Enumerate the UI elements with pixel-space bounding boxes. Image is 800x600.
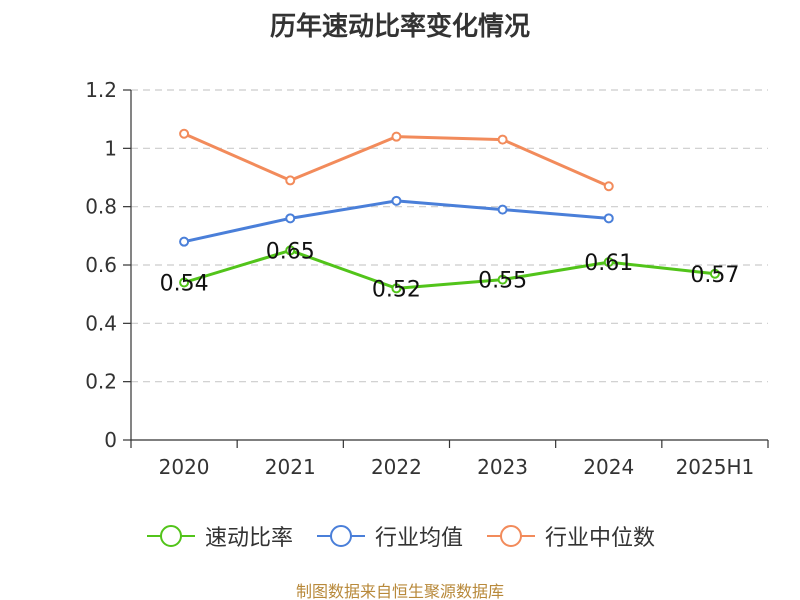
data-point-industry-median [179,128,190,139]
data-point-industry-median [285,175,296,186]
series-line-quick-ratio [183,248,716,290]
data-label: 0.55 [478,269,527,294]
y-tick-label: 0.6 [85,253,117,277]
legend-label-quick-ratio: 速动比率 [204,526,293,551]
data-label: 0.54 [160,272,209,297]
legend-item-industry-median[interactable]: 行业中位数 [485,520,655,552]
data-point-quick-ratio [179,277,190,288]
chart-legend: 速动比率 行业均值 行业中位数 [0,520,800,552]
y-tick-label: 1.2 [85,78,117,102]
data-point-industry-mean [497,204,508,215]
y-tick-label: 1 [104,136,117,160]
x-tick-label: 2021 [265,455,316,479]
legend-swatch-industry-mean-icon [316,525,365,547]
legend-label-industry-mean: 行业均值 [374,526,463,551]
legend-item-industry-mean[interactable]: 行业均值 [315,520,463,552]
legend-label-industry-median: 行业中位数 [545,526,656,551]
data-label: 0.57 [690,263,739,288]
x-tick-label: 2023 [477,455,528,479]
x-tick-label: 2025H1 [676,455,755,479]
data-point-industry-mean [391,195,402,206]
data-point-quick-ratio [709,268,720,279]
chart-title: 历年速动比率变化情况 [269,12,530,42]
legend-item-quick-ratio[interactable]: 速动比率 [145,520,293,552]
legend-swatch-quick-ratio-icon [146,525,195,547]
data-label: 0.61 [584,251,633,276]
data-label: 0.52 [372,277,421,302]
data-label: 0.65 [266,239,315,264]
data-point-industry-mean [179,236,190,247]
data-point-quick-ratio [497,274,508,285]
data-point-industry-median [497,134,508,145]
data-source-footer: 制图数据来自恒生聚源数据库 [295,582,504,600]
data-point-industry-median [391,131,402,142]
data-point-quick-ratio [603,257,614,268]
y-tick-label: 0.8 [85,195,117,219]
x-tick-label: 2020 [159,455,210,479]
data-point-industry-median [603,181,614,192]
x-tick-label: 2024 [583,455,634,479]
y-tick-label: 0.4 [85,311,117,335]
data-point-quick-ratio [285,245,296,256]
data-point-industry-mean [603,213,614,224]
data-point-industry-mean [285,213,296,224]
data-point-quick-ratio [391,283,402,294]
y-tick-label: 0.2 [85,370,117,394]
legend-swatch-industry-median-icon [487,525,535,547]
y-tick-label: 0 [104,428,117,452]
x-tick-label: 2022 [371,455,422,479]
